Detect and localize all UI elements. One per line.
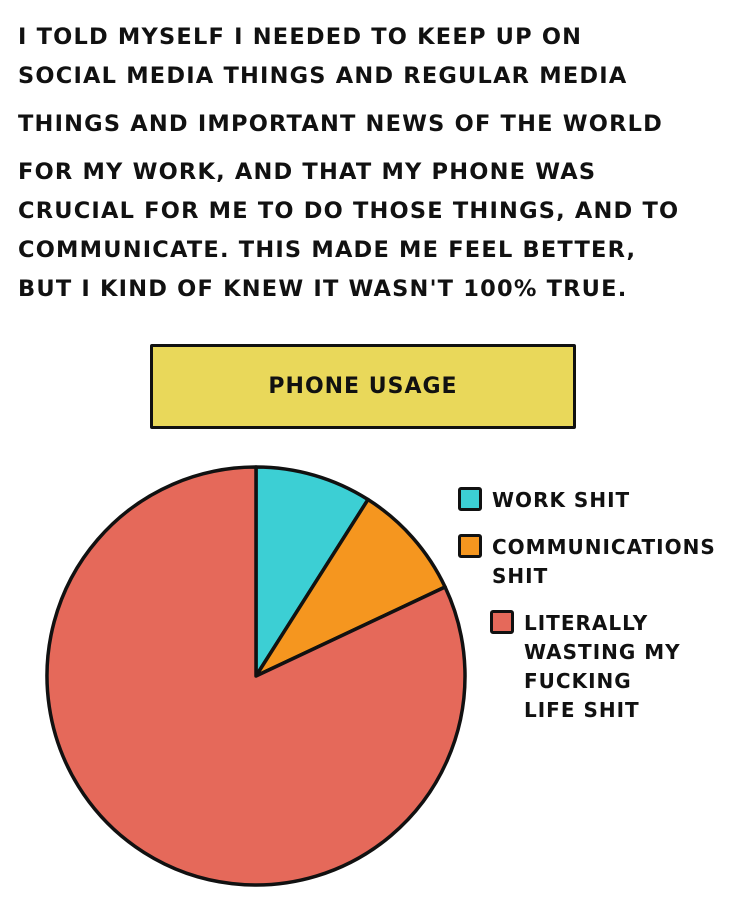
legend-swatch: [490, 610, 514, 634]
pie-chart: [45, 465, 467, 887]
legend-item-work: WORK SHIT: [458, 486, 723, 515]
narration-text: I told myself I needed to keep up on Soc…: [18, 26, 718, 317]
legend-label: LITERALLY WASTING MY FUCKING LIFE SHIT: [524, 611, 681, 722]
legend-item-communications: COMMUNICATIONS SHIT: [458, 533, 723, 591]
chart-title: PHONE USAGE: [268, 374, 458, 399]
narration-line: I told myself I needed to keep up on: [18, 24, 583, 50]
legend-label: WORK SHIT: [492, 488, 631, 512]
narration-line: communicate. This made me feel better,: [18, 237, 637, 263]
narration-line: but I kind of knew it wasn't 100% true.: [18, 276, 628, 302]
narration-line: Social Media Things and Regular Media: [18, 63, 628, 89]
chart-title-box: PHONE USAGE: [150, 344, 576, 429]
legend-item-wasting-life: LITERALLY WASTING MY FUCKING LIFE SHIT: [490, 609, 723, 725]
narration-line: for my work, and that my phone was: [18, 159, 597, 185]
chart-legend: WORK SHIT COMMUNICATIONS SHIT LITERALLY …: [458, 486, 723, 743]
narration-line: crucial for me to do those things, and t…: [18, 198, 680, 224]
pie-slice-0: [254, 465, 370, 678]
legend-label: COMMUNICATIONS SHIT: [492, 535, 716, 588]
pie-slice-2: [45, 465, 467, 887]
pie-slice-1: [254, 497, 447, 678]
legend-swatch: [458, 487, 482, 511]
narration-line: Things and Important News of the World: [18, 111, 664, 137]
legend-swatch: [458, 534, 482, 558]
